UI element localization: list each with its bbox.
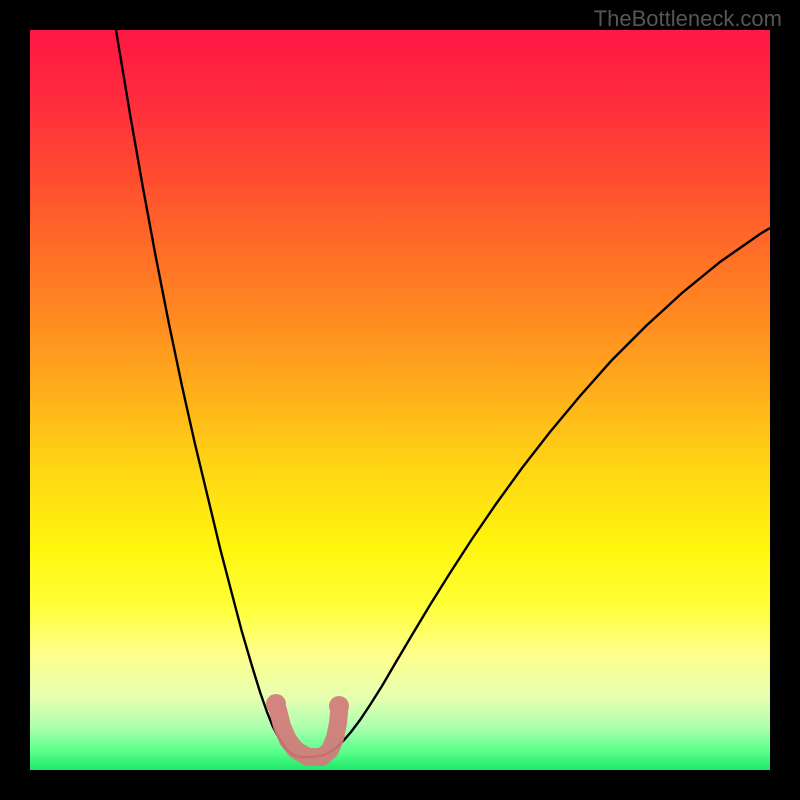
trough-dot-0 [266,694,286,714]
bottleneck-chart [30,30,770,770]
watermark-text: TheBottleneck.com [594,6,782,32]
trough-dot-1 [329,696,349,716]
chart-svg [30,30,770,770]
chart-background [30,30,770,770]
